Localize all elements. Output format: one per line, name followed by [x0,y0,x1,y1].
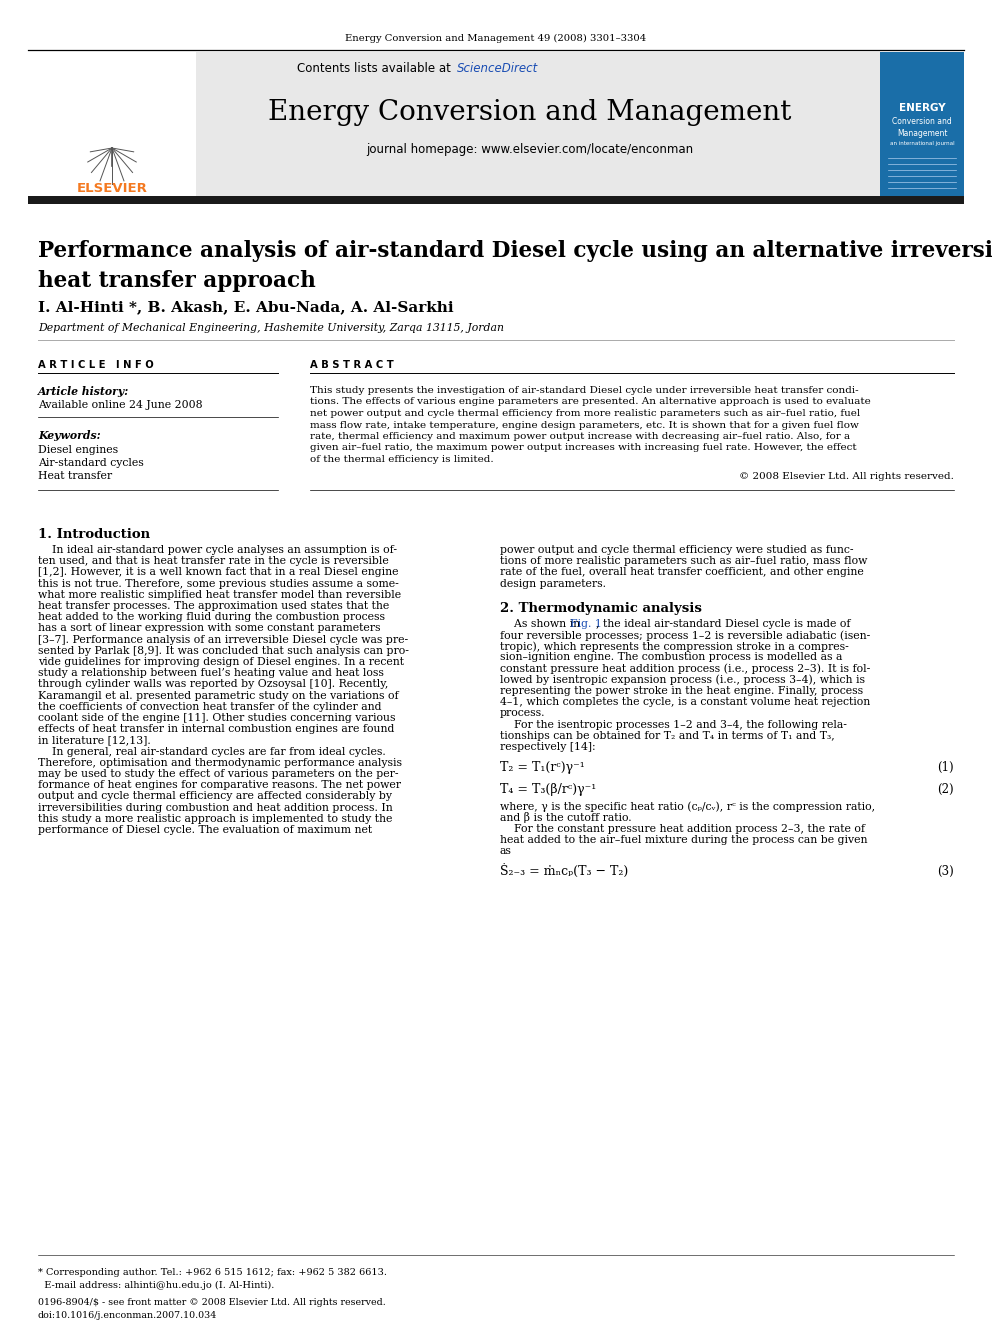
Text: heat transfer processes. The approximation used states that the: heat transfer processes. The approximati… [38,601,389,611]
Text: where, γ is the specific heat ratio (cₚ/cᵥ), rᶜ is the compression ratio,: where, γ is the specific heat ratio (cₚ/… [500,802,875,812]
Text: Energy Conversion and Management: Energy Conversion and Management [268,98,792,126]
Text: For the isentropic processes 1–2 and 3–4, the following rela-: For the isentropic processes 1–2 and 3–4… [500,720,847,729]
Text: Performance analysis of air-standard Diesel cycle using an alternative irreversi: Performance analysis of air-standard Die… [38,239,992,291]
Text: may be used to study the effect of various parameters on the per-: may be used to study the effect of vario… [38,769,399,779]
Text: process.: process. [500,708,546,718]
Text: Energy Conversion and Management 49 (2008) 3301–3304: Energy Conversion and Management 49 (200… [345,33,647,42]
Text: sion–ignition engine. The combustion process is modelled as a: sion–ignition engine. The combustion pro… [500,652,842,663]
Text: study a relationship between fuel’s heating value and heat loss: study a relationship between fuel’s heat… [38,668,384,679]
Text: tropic), which represents the compression stroke in a compres-: tropic), which represents the compressio… [500,642,849,652]
Text: this is not true. Therefore, some previous studies assume a some-: this is not true. Therefore, some previo… [38,578,399,589]
Text: journal homepage: www.elsevier.com/locate/enconman: journal homepage: www.elsevier.com/locat… [366,143,693,156]
Text: in literature [12,13].: in literature [12,13]. [38,736,151,745]
Text: Management: Management [897,128,947,138]
Text: I. Al-Hinti *, B. Akash, E. Abu-Nada, A. Al-Sarkhi: I. Al-Hinti *, B. Akash, E. Abu-Nada, A.… [38,300,453,314]
Text: representing the power stroke in the heat engine. Finally, process: representing the power stroke in the hea… [500,687,863,696]
Text: A B S T R A C T: A B S T R A C T [310,360,394,370]
Text: the coefficients of convection heat transfer of the cylinder and: the coefficients of convection heat tran… [38,701,382,712]
Text: ScienceDirect: ScienceDirect [457,61,539,74]
Text: © 2008 Elsevier Ltd. All rights reserved.: © 2008 Elsevier Ltd. All rights reserved… [739,472,954,482]
Text: 4–1, which completes the cycle, is a constant volume heat rejection: 4–1, which completes the cycle, is a con… [500,697,870,708]
Text: This study presents the investigation of air-standard Diesel cycle under irrever: This study presents the investigation of… [310,386,859,396]
Bar [28,52,964,200]
Text: this study a more realistic approach is implemented to study the: this study a more realistic approach is … [38,814,393,824]
Text: respectively [14]:: respectively [14]: [500,742,595,751]
Text: ENERGY: ENERGY [899,103,945,112]
Bar [28,196,964,204]
Text: Keywords:: Keywords: [38,430,100,441]
Text: performance of Diesel cycle. The evaluation of maximum net: performance of Diesel cycle. The evaluat… [38,826,372,835]
Text: irreversibilities during combustion and heat addition process. In: irreversibilities during combustion and … [38,803,393,812]
Text: sented by Parlak [8,9]. It was concluded that such analysis can pro-: sented by Parlak [8,9]. It was concluded… [38,646,409,656]
Text: formance of heat engines for comparative reasons. The net power: formance of heat engines for comparative… [38,781,401,790]
Text: Karamangil et al. presented parametric study on the variations of: Karamangil et al. presented parametric s… [38,691,399,701]
Text: Fig. 1: Fig. 1 [569,619,601,628]
Text: 1. Introduction: 1. Introduction [38,528,150,541]
Text: vide guidelines for improving design of Diesel engines. In a recent: vide guidelines for improving design of … [38,658,404,667]
Text: (1): (1) [937,761,954,774]
Text: an international journal: an international journal [890,142,954,147]
Text: (3): (3) [937,865,954,878]
Text: T₄ = T₃(β/rᶜ)γ⁻¹: T₄ = T₃(β/rᶜ)γ⁻¹ [500,783,596,796]
Text: (2): (2) [937,783,954,796]
Text: rate of the fuel, overall heat transfer coefficient, and other engine: rate of the fuel, overall heat transfer … [500,568,864,577]
Text: , the ideal air-standard Diesel cycle is made of: , the ideal air-standard Diesel cycle is… [596,619,850,628]
Text: T₂ = T₁(rᶜ)γ⁻¹: T₂ = T₁(rᶜ)γ⁻¹ [500,761,584,774]
Text: four reversible processes; process 1–2 is reversible adiabatic (isen-: four reversible processes; process 1–2 i… [500,630,870,640]
Text: In ideal air-standard power cycle analyses an assumption is of-: In ideal air-standard power cycle analys… [38,545,397,556]
Text: given air–fuel ratio, the maximum power output increases with increasing fuel ra: given air–fuel ratio, the maximum power … [310,443,857,452]
Text: Diesel engines: Diesel engines [38,445,118,455]
Text: ELSEVIER: ELSEVIER [76,181,148,194]
Text: has a sort of linear expression with some constant parameters: has a sort of linear expression with som… [38,623,381,634]
Text: Heat transfer: Heat transfer [38,471,112,482]
Text: heat added to the working fluid during the combustion process: heat added to the working fluid during t… [38,613,385,622]
Text: output and cycle thermal efficiency are affected considerably by: output and cycle thermal efficiency are … [38,791,392,802]
Text: of the thermal efficiency is limited.: of the thermal efficiency is limited. [310,455,494,464]
Text: [1,2]. However, it is a well known fact that in a real Diesel engine: [1,2]. However, it is a well known fact … [38,568,399,577]
Text: Available online 24 June 2008: Available online 24 June 2008 [38,400,202,410]
Text: tions of more realistic parameters such as air–fuel ratio, mass flow: tions of more realistic parameters such … [500,556,867,566]
Text: Article history:: Article history: [38,386,129,397]
Text: Therefore, optimisation and thermodynamic performance analysis: Therefore, optimisation and thermodynami… [38,758,402,767]
Text: As shown in: As shown in [500,619,583,628]
Text: rate, thermal efficiency and maximum power output increase with decreasing air–f: rate, thermal efficiency and maximum pow… [310,433,850,441]
Text: * Corresponding author. Tel.: +962 6 515 1612; fax: +962 5 382 6613.
  E-mail ad: * Corresponding author. Tel.: +962 6 515… [38,1267,387,1290]
Bar [28,52,196,200]
Text: mass flow rate, intake temperature, engine design parameters, etc. It is shown t: mass flow rate, intake temperature, engi… [310,421,859,430]
Text: Ṡ₂₋₃ = ṁₙcₚ(T₃ − T₂): Ṡ₂₋₃ = ṁₙcₚ(T₃ − T₂) [500,865,628,880]
Text: tionships can be obtained for T₂ and T₄ in terms of T₁ and T₃,: tionships can be obtained for T₂ and T₄ … [500,730,834,741]
Text: For the constant pressure heat addition process 2–3, the rate of: For the constant pressure heat addition … [500,824,865,833]
Text: through cylinder walls was reported by Ozsoysal [10]. Recently,: through cylinder walls was reported by O… [38,680,389,689]
Text: what more realistic simplified heat transfer model than reversible: what more realistic simplified heat tran… [38,590,401,599]
Text: Contents lists available at: Contents lists available at [298,61,455,74]
Text: A R T I C L E   I N F O: A R T I C L E I N F O [38,360,154,370]
Text: effects of heat transfer in internal combustion engines are found: effects of heat transfer in internal com… [38,724,395,734]
Text: power output and cycle thermal efficiency were studied as func-: power output and cycle thermal efficienc… [500,545,853,556]
Text: Air-standard cycles: Air-standard cycles [38,458,144,468]
Text: and β is the cutoff ratio.: and β is the cutoff ratio. [500,812,632,823]
Text: heat added to the air–fuel mixture during the process can be given: heat added to the air–fuel mixture durin… [500,835,867,845]
Text: Department of Mechanical Engineering, Hashemite University, Zarqa 13115, Jordan: Department of Mechanical Engineering, Ha… [38,323,504,333]
Text: net power output and cycle thermal efficiency from more realistic parameters suc: net power output and cycle thermal effic… [310,409,860,418]
Text: design parameters.: design parameters. [500,578,606,589]
Text: as: as [500,845,512,856]
Text: constant pressure heat addition process (i.e., process 2–3). It is fol-: constant pressure heat addition process … [500,664,870,675]
Text: tions. The effects of various engine parameters are presented. An alternative ap: tions. The effects of various engine par… [310,397,871,406]
Text: lowed by isentropic expansion process (i.e., process 3–4), which is: lowed by isentropic expansion process (i… [500,675,865,685]
Text: [3–7]. Performance analysis of an irreversible Diesel cycle was pre-: [3–7]. Performance analysis of an irreve… [38,635,408,644]
Text: 2. Thermodynamic analysis: 2. Thermodynamic analysis [500,602,702,615]
Text: ten used, and that is heat transfer rate in the cycle is reversible: ten used, and that is heat transfer rate… [38,556,389,566]
Text: Conversion and: Conversion and [892,118,952,127]
Text: coolant side of the engine [11]. Other studies concerning various: coolant side of the engine [11]. Other s… [38,713,396,722]
Text: In general, real air-standard cycles are far from ideal cycles.: In general, real air-standard cycles are… [38,746,386,757]
Bar [880,52,964,200]
Text: 0196-8904/$ - see front matter © 2008 Elsevier Ltd. All rights reserved.
doi:10.: 0196-8904/$ - see front matter © 2008 El… [38,1298,386,1319]
